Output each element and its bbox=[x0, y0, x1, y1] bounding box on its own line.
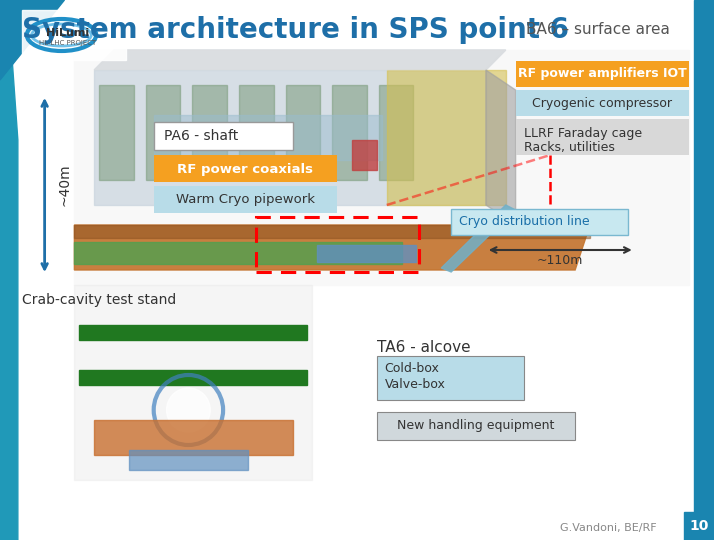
Text: RF power amplifiers IOT: RF power amplifiers IOT bbox=[518, 68, 687, 80]
Polygon shape bbox=[79, 325, 307, 340]
Bar bbox=[74, 285, 312, 480]
Bar bbox=[377, 356, 523, 400]
Bar bbox=[153, 186, 337, 213]
Bar bbox=[318, 245, 416, 262]
Bar bbox=[352, 140, 377, 170]
Polygon shape bbox=[486, 70, 516, 225]
Bar bbox=[379, 85, 413, 180]
Text: Warm Cryo pipework: Warm Cryo pipework bbox=[176, 193, 315, 206]
Bar bbox=[516, 119, 689, 155]
Polygon shape bbox=[441, 205, 516, 272]
Bar bbox=[286, 85, 320, 180]
Text: Racks, utilities: Racks, utilities bbox=[523, 140, 614, 153]
Bar bbox=[239, 85, 274, 180]
Bar bbox=[74, 50, 689, 285]
Polygon shape bbox=[387, 70, 505, 205]
Text: RF power coaxials: RF power coaxials bbox=[177, 163, 313, 176]
Text: LLRF Faraday cage: LLRF Faraday cage bbox=[523, 126, 642, 139]
Text: ~110m: ~110m bbox=[537, 253, 583, 267]
Text: Crab-cavity test stand: Crab-cavity test stand bbox=[22, 293, 176, 307]
Text: ~40m: ~40m bbox=[58, 164, 71, 206]
Bar bbox=[377, 412, 575, 440]
Text: Valve-box: Valve-box bbox=[384, 379, 446, 392]
Text: Cold-box: Cold-box bbox=[384, 361, 440, 375]
Text: System architecture in SPS point 6: System architecture in SPS point 6 bbox=[22, 16, 569, 44]
Text: Cryogenic compressor: Cryogenic compressor bbox=[532, 97, 672, 110]
Text: Cryo distribution line: Cryo distribution line bbox=[459, 215, 590, 228]
Text: HL-LHC PROJECT: HL-LHC PROJECT bbox=[39, 40, 96, 46]
Bar bbox=[22, 10, 126, 60]
Bar bbox=[256, 217, 420, 272]
Polygon shape bbox=[74, 225, 590, 270]
Polygon shape bbox=[94, 50, 505, 70]
Bar bbox=[94, 420, 292, 455]
Polygon shape bbox=[94, 50, 505, 70]
Polygon shape bbox=[0, 0, 65, 80]
Text: G.Vandoni, BE/RF: G.Vandoni, BE/RF bbox=[560, 523, 657, 533]
Polygon shape bbox=[0, 0, 18, 540]
Polygon shape bbox=[79, 370, 307, 385]
Text: PA6 - shaft: PA6 - shaft bbox=[163, 129, 238, 143]
Text: TA6 - alcove: TA6 - alcove bbox=[377, 341, 470, 355]
Polygon shape bbox=[94, 70, 486, 205]
Bar bbox=[694, 0, 714, 540]
Bar bbox=[129, 450, 248, 470]
Bar bbox=[332, 85, 367, 180]
Polygon shape bbox=[74, 225, 590, 238]
Bar bbox=[684, 512, 714, 540]
Bar bbox=[74, 242, 402, 264]
Bar bbox=[153, 115, 382, 160]
Bar bbox=[153, 122, 292, 150]
Text: HiLumi: HiLumi bbox=[46, 28, 89, 38]
Bar bbox=[99, 85, 134, 180]
Circle shape bbox=[166, 388, 210, 432]
Bar bbox=[145, 85, 181, 180]
Text: BA6 – surface area: BA6 – surface area bbox=[526, 23, 670, 37]
Bar bbox=[516, 90, 689, 116]
Text: New handling equipment: New handling equipment bbox=[397, 420, 554, 433]
Bar bbox=[516, 61, 689, 87]
Bar bbox=[153, 155, 337, 182]
Bar bbox=[192, 85, 227, 180]
Bar bbox=[451, 209, 628, 235]
Text: 10: 10 bbox=[689, 519, 708, 533]
